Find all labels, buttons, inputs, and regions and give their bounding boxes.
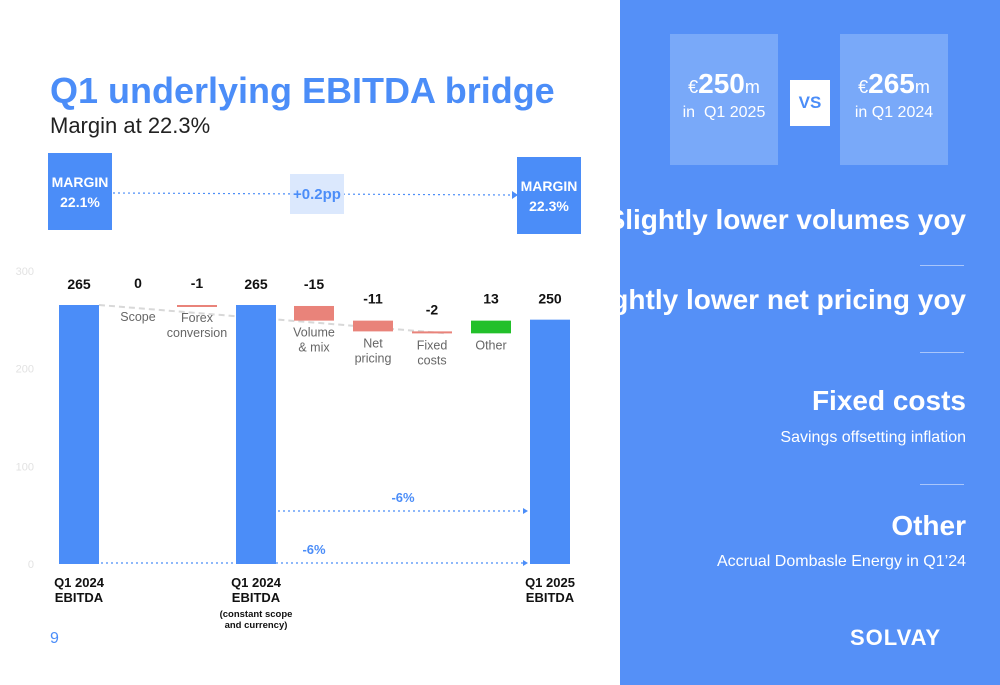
category-label-2: conversion <box>167 326 227 340</box>
value-label-2: -1 <box>191 275 204 291</box>
category-label-5: Net <box>363 336 383 350</box>
page-subtitle: Margin at 22.3% <box>50 113 211 138</box>
vs-badge: VS <box>790 80 830 126</box>
y-tick-label: 100 <box>16 461 34 473</box>
margin-connector-line <box>112 192 513 196</box>
category-label-8: Q1 2025 <box>525 575 575 590</box>
current-unit: m <box>744 77 760 97</box>
margin-right-label: MARGIN <box>520 177 578 194</box>
margin-left-label: MARGIN <box>51 173 109 190</box>
change-arrow-head <box>523 508 528 514</box>
page-title: Q1 underlying EBITDA bridge <box>50 70 555 111</box>
value-label-6: -2 <box>426 301 439 317</box>
waterfall-bar-8 <box>530 319 570 564</box>
current-period: in Q1 2025 <box>682 104 766 121</box>
margin-left-value: 22.1% <box>60 193 100 210</box>
summary-panel: €250m in Q1 2025 VS €265m in Q1 2024 Sli… <box>577 0 1000 685</box>
y-tick-label: 0 <box>28 559 34 571</box>
change-arrow-head <box>523 560 528 566</box>
category-label-4: Volume <box>293 326 335 340</box>
point-other-detail: Accrual Dombasle Energy in Q1’24 <box>716 553 966 570</box>
separator <box>920 352 964 353</box>
y-tick-label: 200 <box>16 364 34 376</box>
margin-right-value: 22.3% <box>529 197 569 214</box>
current-amount: 250 <box>698 68 745 99</box>
category-label-6: costs <box>417 353 446 367</box>
chart-slide-area: Q1 underlying EBITDA bridge Margin at 22… <box>15 70 581 647</box>
value-label-0: 265 <box>67 276 91 292</box>
solvay-logo: SOLVAY <box>850 625 942 650</box>
margin-connector-arrow <box>512 191 518 199</box>
category-label-8: EBITDA <box>526 590 575 605</box>
waterfall-bar-7 <box>471 320 511 334</box>
value-label-8: 250 <box>538 291 562 307</box>
category-label-3: Q1 2024 <box>231 575 282 590</box>
previous-period: in Q1 2024 <box>854 104 934 121</box>
margin-box-left: MARGIN 22.1% <box>48 153 112 230</box>
previous-ebitda-card: €265m in Q1 2024 <box>840 34 948 165</box>
category-label-1: Scope <box>120 310 155 324</box>
value-label-1: 0 <box>134 275 142 291</box>
previous-unit: m <box>914 77 930 97</box>
current-ebitda-card: €250m in Q1 2025 <box>670 34 778 165</box>
category-label-5: pricing <box>355 351 392 365</box>
category-label-3: EBITDA <box>232 590 281 605</box>
category-note-3: (constant scope <box>220 609 293 620</box>
point-other-heading: Other <box>891 510 966 541</box>
waterfall-bar-6 <box>412 331 452 334</box>
page-number: 9 <box>50 630 59 647</box>
point-pricing-heading: Slightly lower net pricing yoy <box>577 284 966 315</box>
margin-change-badge: +0.2pp <box>290 174 344 214</box>
category-label-4: & mix <box>298 341 330 355</box>
point-volumes-heading: Slightly lower volumes yoy <box>606 204 966 235</box>
category-label-7: Other <box>475 338 506 352</box>
waterfall-bar-0 <box>59 305 99 564</box>
separator <box>920 484 964 485</box>
waterfall-bar-3 <box>236 305 276 564</box>
point-fixed-costs-detail: Savings offsetting inflation <box>780 429 966 446</box>
category-label-0: EBITDA <box>55 590 104 605</box>
value-label-7: 13 <box>483 291 499 307</box>
category-note-3: and currency) <box>225 620 288 631</box>
category-label-0: Q1 2024 <box>54 575 105 590</box>
waterfall-bar-2 <box>177 305 217 307</box>
value-label-4: -15 <box>304 276 324 292</box>
point-fixed-costs-heading: Fixed costs <box>811 385 966 416</box>
category-label-6: Fixed <box>417 338 448 352</box>
current-currency: € <box>688 77 699 97</box>
waterfall-bar-4 <box>294 305 334 321</box>
change-label: -6% <box>302 542 326 557</box>
category-label-2: Forex <box>181 311 214 325</box>
previous-currency: € <box>858 77 869 97</box>
y-tick-label: 300 <box>16 266 34 278</box>
separator <box>920 265 964 266</box>
value-label-5: -11 <box>363 291 383 307</box>
value-label-3: 265 <box>244 276 268 292</box>
change-label: -6% <box>391 490 415 505</box>
margin-box-right: MARGIN 22.3% <box>517 157 581 234</box>
waterfall-bar-5 <box>353 320 393 332</box>
previous-amount: 265 <box>868 68 915 99</box>
